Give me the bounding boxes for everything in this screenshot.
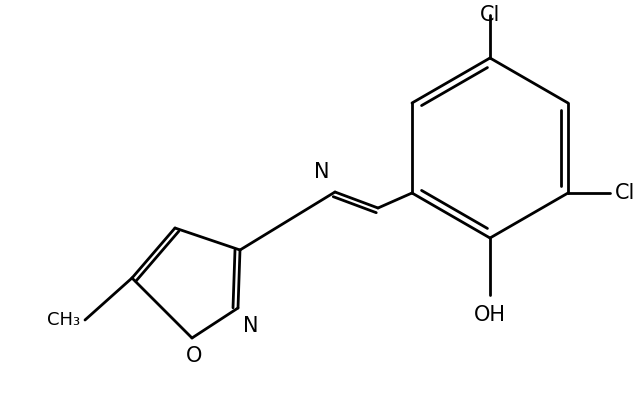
Text: Cl: Cl <box>615 183 636 203</box>
Text: O: O <box>186 346 202 366</box>
Text: CH₃: CH₃ <box>47 311 80 329</box>
Text: Cl: Cl <box>480 5 500 25</box>
Text: N: N <box>314 162 330 182</box>
Text: OH: OH <box>474 305 506 325</box>
Text: N: N <box>243 316 259 336</box>
